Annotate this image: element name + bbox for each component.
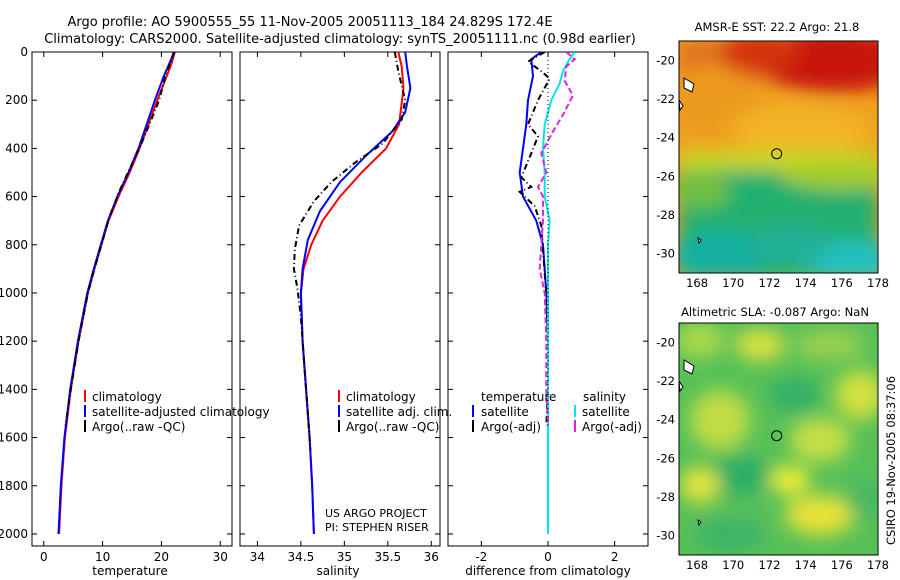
sla-map-frame [678, 322, 879, 556]
map-x-tick-label: 168 [686, 276, 708, 290]
map-y-tick-label: -28 [656, 208, 675, 222]
series-temperature-argo-adj- [517, 52, 551, 426]
sla-map-title: Altimetric SLA: -0.087 Argo: NaN [681, 305, 869, 319]
legend-label-climatology: climatology [346, 390, 416, 404]
x-tick-label: 0 [544, 550, 552, 564]
sst-map-title: AMSR-E SST: 22.2 Argo: 21.8 [695, 20, 860, 34]
map-y-tick-label: -24 [656, 131, 675, 145]
map-x-tick-label: 178 [867, 276, 889, 290]
map-x-tick-label: 170 [722, 276, 744, 290]
salinity-axes [239, 51, 441, 547]
map-y-tick-label: -30 [656, 247, 675, 261]
legend-label-sal-satellite: satellite [582, 405, 630, 419]
map-y-tick-label: -22 [656, 374, 675, 388]
map-y-tick-label: -26 [656, 451, 675, 465]
map-y-tick-label: -30 [656, 529, 675, 543]
salinity-lines [292, 52, 412, 535]
x-tick-label: 20 [154, 550, 169, 564]
x-tick-label: 36 [424, 550, 439, 564]
x-tick-label: 0 [40, 550, 48, 564]
pi-label: PI: STEPHEN RISER [325, 521, 429, 534]
map-x-tick-label: 172 [758, 276, 780, 290]
map-y-tick-label: -24 [656, 413, 675, 427]
x-tick-label: 34.5 [288, 550, 315, 564]
map-x-tick-label: 172 [758, 558, 780, 572]
series-satellite-adjusted-climatology [57, 52, 176, 535]
temperature-axes [31, 51, 233, 547]
map-x-tick-label: 176 [831, 276, 853, 290]
legend-label-satellite: satellite-adjusted climatology [92, 405, 270, 419]
legend-label-temp-argo: Argo(-adj) [481, 420, 541, 434]
map-y-tick-label: -20 [656, 335, 675, 349]
x-tick-label: 30 [213, 550, 228, 564]
map-x-tick-label: 168 [686, 558, 708, 572]
sla-map [679, 323, 878, 555]
axis-ticks: 0 10 20 30020040060080010001200140016001800… [0, 45, 889, 572]
header-line2: Climatology: CARS2000. Satellite-adjuste… [44, 32, 636, 47]
y-tick-label: 0 [20, 45, 28, 59]
map-x-tick-label: 170 [722, 558, 744, 572]
timestamp-stamp: CSIRO 19-Nov-2005 08:37:06 [884, 376, 898, 545]
x-tick-label: 2 [611, 550, 619, 564]
sst-map [679, 41, 878, 273]
series-argo-raw-qc- [64, 52, 175, 426]
temperature-legend: climatology satellite-adjusted climatolo… [84, 390, 270, 434]
temperature-xlabel: temperature [92, 564, 167, 578]
y-tick-label: 2000 [0, 527, 28, 541]
difference-lines [517, 52, 577, 534]
x-tick-label: 34 [250, 550, 265, 564]
legend-label-argo: Argo(..raw -QC) [92, 420, 185, 434]
x-tick-label: -2 [475, 550, 487, 564]
argo-float-marker [771, 430, 783, 442]
y-tick-label: 200 [5, 93, 28, 107]
sst-map-frame [678, 40, 879, 274]
argo-float-marker [771, 148, 783, 160]
series-argo-raw-qc- [292, 52, 407, 450]
difference-xlabel: difference from climatology [465, 564, 631, 578]
header-line1: Argo profile: AO 5900555_55 11-Nov-2005 … [67, 15, 552, 30]
map-y-tick-label: -28 [656, 490, 675, 504]
map-x-tick-label: 174 [795, 558, 817, 572]
map-x-tick-label: 176 [831, 558, 853, 572]
series-salinity-satellite [541, 52, 576, 534]
y-tick-label: 800 [5, 238, 28, 252]
series-salinity-argo-adj- [536, 52, 577, 426]
y-tick-label: 1200 [0, 334, 28, 348]
difference-legend: temperature salinity satellite Argo(-adj… [472, 390, 642, 434]
y-tick-label: 1400 [0, 382, 28, 396]
y-tick-label: 1600 [0, 431, 28, 445]
salinity-xlabel: salinity [316, 564, 359, 578]
y-tick-label: 1800 [0, 479, 28, 493]
legend-title-salinity: salinity [583, 390, 626, 404]
y-tick-label: 400 [5, 141, 28, 155]
map-y-tick-label: -26 [656, 169, 675, 183]
legend-label-argo: Argo(..raw -QC) [346, 420, 439, 434]
y-tick-label: 600 [5, 190, 28, 204]
legend-label-sal-argo: Argo(-adj) [582, 420, 642, 434]
legend-title-temperature: temperature [481, 390, 556, 404]
map-x-tick-label: 178 [867, 558, 889, 572]
legend-label-climatology: climatology [92, 390, 162, 404]
map-y-tick-label: -22 [656, 92, 675, 106]
map-y-tick-label: -20 [656, 53, 675, 67]
project-label: US ARGO PROJECT [325, 507, 427, 520]
map-x-tick-label: 174 [795, 276, 817, 290]
temperature-lines [57, 52, 176, 535]
x-tick-label: 10 [95, 550, 110, 564]
profile-series [57, 52, 577, 535]
y-tick-label: 1000 [0, 286, 28, 300]
x-tick-label: 35 [337, 550, 352, 564]
x-tick-label: 35.5 [374, 550, 401, 564]
salinity-legend: climatology satellite adj. clim. Argo(..… [338, 390, 452, 434]
legend-label-satellite: satellite adj. clim. [346, 405, 452, 419]
legend-label-temp-satellite: satellite [481, 405, 529, 419]
